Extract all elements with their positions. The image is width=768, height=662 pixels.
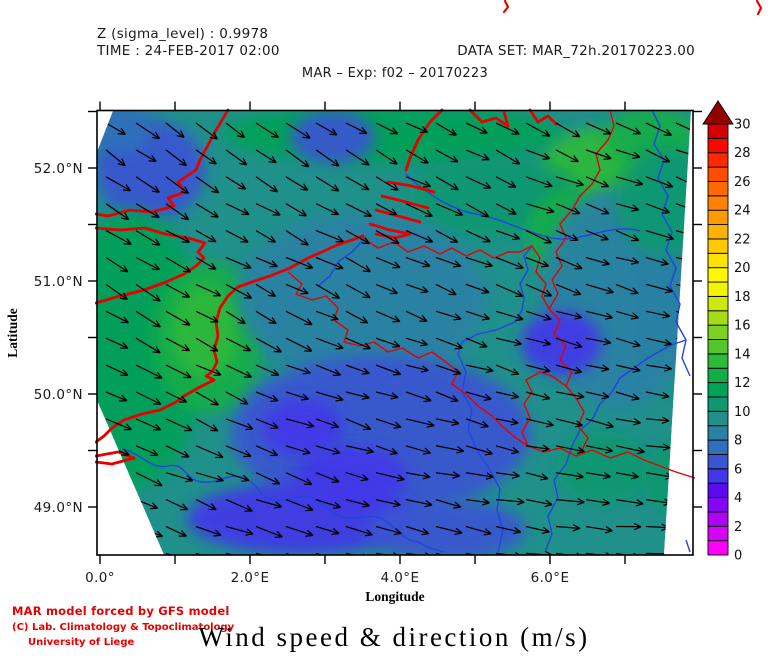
- axis-tick-labels: 0.0° 2.0°E 4.0°E 6.0°E 52.0°N 51.0°N 50.0°N 49.…: [34, 161, 570, 586]
- stray-coastline-artifacts: [502, 0, 763, 16]
- svg-text:8: 8: [734, 434, 742, 449]
- plot-main-title: Wind speed & direction (m/s): [198, 622, 590, 652]
- svg-text:6: 6: [734, 462, 742, 477]
- svg-text:24: 24: [734, 204, 751, 219]
- svg-text:20: 20: [734, 261, 751, 276]
- sigma-level-text: Z (sigma_level) : 0.9978: [97, 26, 269, 42]
- svg-text:51.0°N: 51.0°N: [34, 274, 83, 290]
- credit-university: University of Liege: [28, 637, 135, 649]
- svg-text:10: 10: [734, 405, 751, 420]
- svg-text:18: 18: [734, 290, 751, 305]
- svg-text:16: 16: [734, 319, 751, 334]
- coastline-lines: [95, 108, 558, 466]
- svg-text:12: 12: [734, 376, 751, 391]
- time-text: TIME : 24-FEB-2017 02:00: [97, 43, 280, 59]
- y-axis-title: Latitude: [5, 308, 20, 358]
- svg-text:52.0°N: 52.0°N: [34, 161, 83, 177]
- map-frame: [96, 109, 694, 556]
- wind-speed-field: [97, 111, 691, 555]
- wind-arrows: [105, 122, 691, 555]
- svg-text:30: 30: [734, 118, 751, 133]
- svg-text:2: 2: [734, 520, 742, 535]
- svg-text:28: 28: [734, 146, 751, 161]
- dataset-text: DATA SET: MAR_72h.20170223.00: [457, 43, 695, 59]
- svg-text:2.0°E: 2.0°E: [231, 570, 270, 586]
- credits-block: MAR model forced by GFS model (C) Lab. C…: [12, 603, 234, 650]
- svg-text:26: 26: [734, 175, 751, 190]
- svg-text:0: 0: [734, 549, 742, 564]
- country-border-lines: [287, 109, 696, 479]
- svg-text:6.0°E: 6.0°E: [531, 570, 570, 586]
- svg-text:50.0°N: 50.0°N: [34, 387, 83, 403]
- svg-text:4.0°E: 4.0°E: [381, 570, 420, 586]
- axis-ticks: [88, 101, 702, 564]
- svg-text:49.0°N: 49.0°N: [34, 500, 83, 516]
- credit-model: MAR model forced by GFS model: [12, 604, 230, 618]
- svg-text:22: 22: [734, 232, 751, 247]
- geo-overlays: [95, 108, 696, 553]
- river-lines: [121, 109, 691, 553]
- x-axis-title: Longitude: [365, 589, 424, 604]
- svg-text:4: 4: [734, 491, 742, 506]
- svg-text:14: 14: [734, 347, 751, 362]
- credit-lab: (C) Lab. Climatology & Topoclimatology: [12, 622, 235, 634]
- svg-text:0.0°: 0.0°: [85, 570, 115, 586]
- experiment-subtitle: MAR – Exp: f02 – 20170223: [301, 66, 489, 81]
